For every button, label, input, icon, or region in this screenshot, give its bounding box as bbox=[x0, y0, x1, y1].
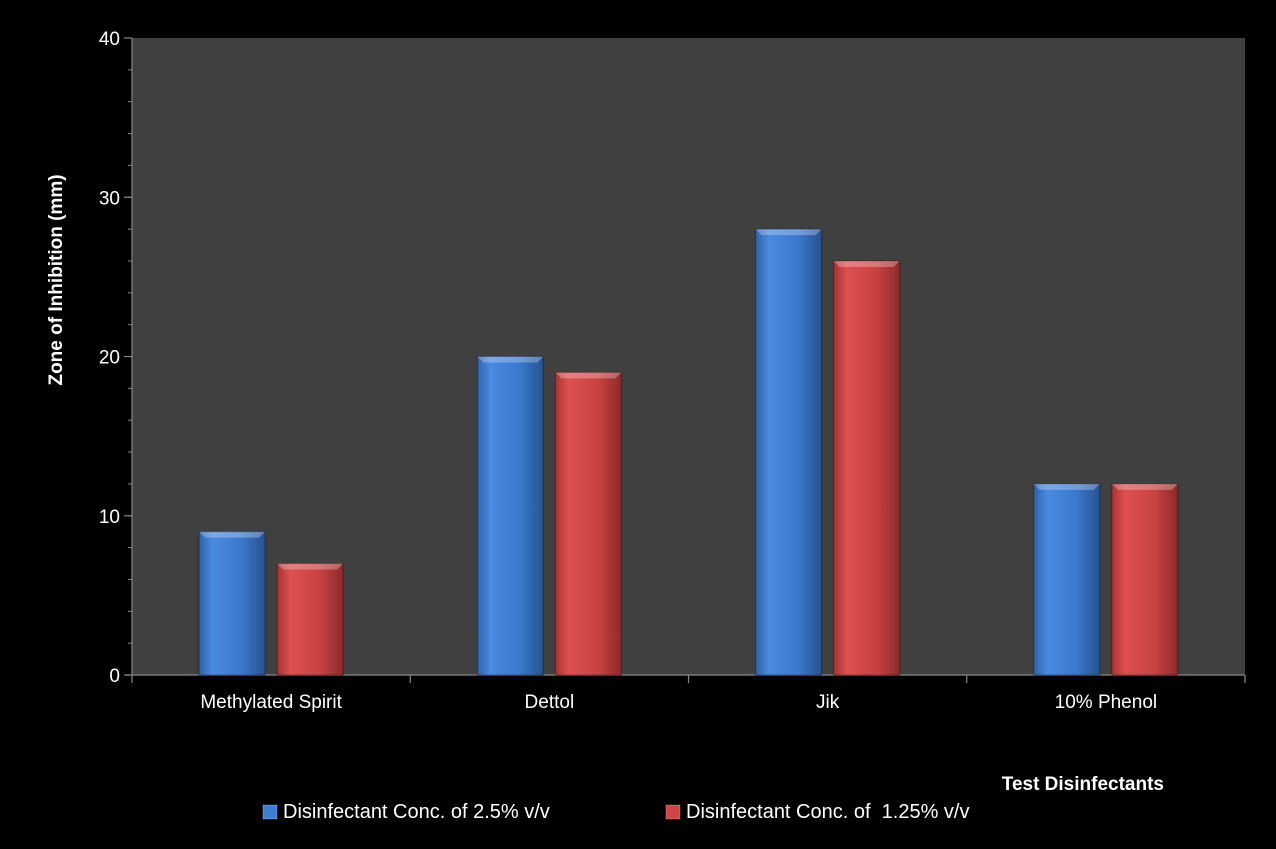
bar-bevel bbox=[555, 372, 622, 379]
legend-item: Disinfectant Conc. of 2.5% v/v bbox=[262, 801, 550, 823]
bar bbox=[1111, 483, 1179, 676]
bar-body bbox=[833, 260, 901, 676]
bar bbox=[276, 563, 344, 676]
bar-bevel bbox=[1111, 483, 1178, 490]
y-tick-label: 20 bbox=[99, 348, 120, 369]
bar-body bbox=[476, 356, 544, 676]
legend-label: Disinfectant Conc. of 1.25% v/v bbox=[686, 801, 969, 823]
bar-bevel bbox=[1033, 483, 1100, 490]
bar bbox=[755, 228, 823, 676]
legend-item: Disinfectant Conc. of 1.25% v/v bbox=[665, 801, 969, 823]
y-axis-title: Zone of Inhibition (mm) bbox=[46, 174, 67, 385]
bar-body bbox=[276, 563, 344, 676]
bar-body bbox=[554, 371, 622, 676]
y-tick-label: 40 bbox=[99, 29, 120, 50]
x-tick-label: Dettol bbox=[525, 692, 575, 713]
y-tick-label: 0 bbox=[109, 666, 120, 687]
bar-bevel bbox=[199, 531, 266, 538]
bar bbox=[1033, 483, 1101, 676]
x-axis-title: Test Disinfectants bbox=[1002, 774, 1164, 795]
legend-label: Disinfectant Conc. of 2.5% v/v bbox=[283, 801, 550, 823]
bar-bevel bbox=[277, 563, 344, 570]
bar-body bbox=[755, 228, 823, 676]
bar-body bbox=[1033, 483, 1101, 676]
bar-body bbox=[1111, 483, 1179, 676]
x-tick-label: 10% Phenol bbox=[1055, 692, 1157, 713]
bar-bevel bbox=[833, 260, 900, 267]
bar bbox=[554, 371, 622, 676]
bar bbox=[833, 260, 901, 676]
x-tick-label: Jik bbox=[816, 692, 840, 713]
legend: Disinfectant Conc. of 2.5% v/v Disinfecta… bbox=[262, 801, 969, 823]
bar-bevel bbox=[477, 356, 544, 363]
bar-body bbox=[198, 531, 266, 676]
legend-swatch bbox=[262, 804, 278, 820]
bar bbox=[476, 356, 544, 676]
legend-swatch bbox=[665, 804, 681, 820]
y-tick-label: 10 bbox=[99, 507, 120, 528]
x-tick-label: Methylated Spirit bbox=[200, 692, 342, 713]
y-tick-label: 30 bbox=[99, 188, 120, 209]
bar bbox=[198, 531, 266, 676]
bar-bevel bbox=[755, 229, 822, 236]
